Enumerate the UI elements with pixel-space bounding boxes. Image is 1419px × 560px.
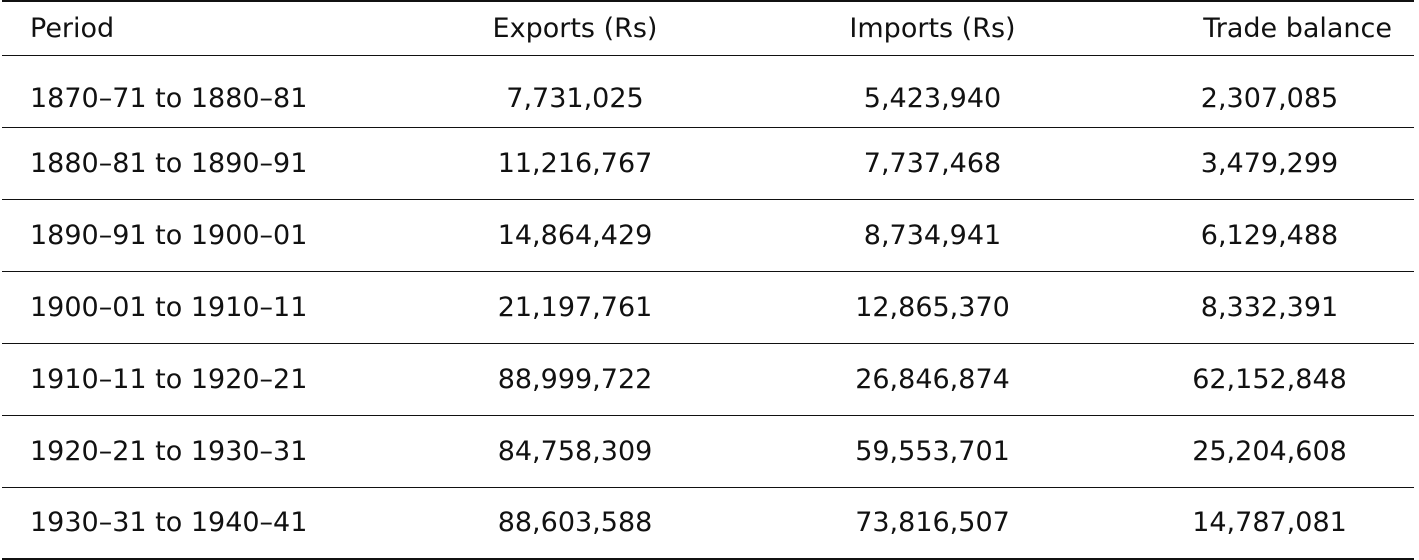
cell-exports: 88,999,722 xyxy=(410,343,740,416)
cell-imports: 7,737,468 xyxy=(740,127,1125,200)
cell-exports: 7,731,025 xyxy=(410,55,740,128)
cell-period: 1920–21 to 1930–31 xyxy=(2,415,410,488)
cell-exports: 11,216,767 xyxy=(410,127,740,200)
cell-imports: 73,816,507 xyxy=(740,487,1125,560)
cell-imports: 5,423,940 xyxy=(740,55,1125,128)
cell-period: 1880–81 to 1890–91 xyxy=(2,127,410,200)
table-row: 1930–31 to 1940–41 88,603,588 73,816,507… xyxy=(2,487,1414,560)
table-body: 1870–71 to 1880–81 7,731,025 5,423,940 2… xyxy=(2,55,1414,560)
cell-imports: 59,553,701 xyxy=(740,415,1125,488)
cell-period: 1890–91 to 1900–01 xyxy=(2,199,410,272)
cell-exports: 88,603,588 xyxy=(410,487,740,560)
header-exports: Exports (Rs) xyxy=(410,0,740,56)
cell-exports: 14,864,429 xyxy=(410,199,740,272)
cell-period: 1870–71 to 1880–81 xyxy=(2,55,410,128)
cell-trade-balance: 14,787,081 xyxy=(1125,487,1414,560)
cell-trade-balance: 8,332,391 xyxy=(1125,271,1414,344)
table-row: 1870–71 to 1880–81 7,731,025 5,423,940 2… xyxy=(2,55,1414,128)
cell-trade-balance: 3,479,299 xyxy=(1125,127,1414,200)
cell-imports: 8,734,941 xyxy=(740,199,1125,272)
cell-imports: 26,846,874 xyxy=(740,343,1125,416)
cell-trade-balance: 62,152,848 xyxy=(1125,343,1414,416)
table-header: Period Exports (Rs) Imports (Rs) Trade b… xyxy=(2,0,1414,56)
header-row: Period Exports (Rs) Imports (Rs) Trade b… xyxy=(2,0,1414,56)
cell-period: 1910–11 to 1920–21 xyxy=(2,343,410,416)
table-row: 1880–81 to 1890–91 11,216,767 7,737,468 … xyxy=(2,127,1414,200)
header-period: Period xyxy=(2,0,410,56)
cell-trade-balance: 2,307,085 xyxy=(1125,55,1414,128)
table-row: 1920–21 to 1930–31 84,758,309 59,553,701… xyxy=(2,415,1414,488)
cell-imports: 12,865,370 xyxy=(740,271,1125,344)
header-trade-balance: Trade balance xyxy=(1125,0,1414,56)
table-row: 1890–91 to 1900–01 14,864,429 8,734,941 … xyxy=(2,199,1414,272)
cell-period: 1930–31 to 1940–41 xyxy=(2,487,410,560)
header-imports: Imports (Rs) xyxy=(740,0,1125,56)
table-row: 1900–01 to 1910–11 21,197,761 12,865,370… xyxy=(2,271,1414,344)
cell-trade-balance: 6,129,488 xyxy=(1125,199,1414,272)
cell-exports: 84,758,309 xyxy=(410,415,740,488)
table-row: 1910–11 to 1920–21 88,999,722 26,846,874… xyxy=(2,343,1414,416)
cell-exports: 21,197,761 xyxy=(410,271,740,344)
cell-period: 1900–01 to 1910–11 xyxy=(2,271,410,344)
cell-trade-balance: 25,204,608 xyxy=(1125,415,1414,488)
